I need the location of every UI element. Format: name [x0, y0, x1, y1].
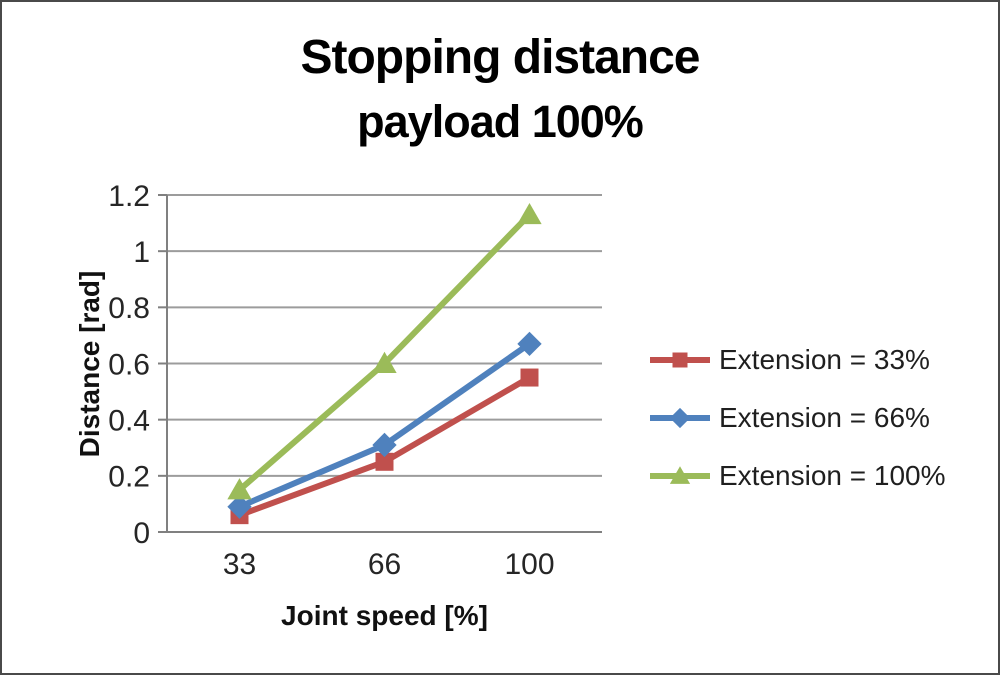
marker-diamond [372, 432, 397, 458]
marker-square [672, 352, 688, 368]
chart-title: Stopping distance [300, 31, 700, 84]
legend-item-extension-33: Extension = 33% [648, 331, 946, 389]
legend-label: Extension = 33% [719, 344, 930, 375]
legend-label: Extension = 100% [719, 460, 946, 491]
marker-diamond [227, 494, 252, 519]
legend-key-diamond-icon [650, 407, 710, 429]
y-axis-title: Distance [rad] [74, 270, 105, 458]
series-extension-100 [227, 202, 542, 500]
marker-triangle [517, 202, 542, 225]
x-tick-label: 66 [368, 548, 401, 581]
y-tick-label: 0 [133, 517, 150, 550]
y-tick-label: 0.8 [108, 292, 150, 325]
marker-triangle [227, 478, 252, 500]
marker-diamond [669, 407, 691, 429]
y-tick-label: 0.6 [108, 348, 150, 381]
x-tick-label: 100 [504, 548, 554, 581]
marker-triangle [372, 351, 397, 373]
chart-subtitle: payload 100% [357, 96, 644, 147]
x-axis-title: Joint speed [%] [281, 600, 488, 631]
series-extension-66 [227, 331, 542, 519]
axes [158, 194, 602, 533]
y-tick-label: 1.2 [108, 180, 150, 213]
legend-key-triangle-icon [650, 466, 710, 484]
y-tick-label: 0.2 [108, 461, 150, 494]
legend: Extension = 33% Extension = 66% Extension … [648, 331, 946, 505]
marker-diamond [517, 331, 542, 356]
marker-square [375, 452, 394, 471]
x-tick-label: 33 [223, 548, 256, 581]
legend-key-square-icon [650, 352, 710, 368]
y-tick-label: 1 [133, 236, 150, 269]
legend-item-extension-100: Extension = 100% [648, 447, 946, 505]
marker-square [520, 368, 539, 387]
legend-label: Extension = 66% [719, 402, 930, 433]
marker-triangle [669, 466, 691, 484]
legend-item-extension-66: Extension = 66% [648, 389, 946, 447]
y-tick-label: 0.4 [108, 404, 150, 437]
